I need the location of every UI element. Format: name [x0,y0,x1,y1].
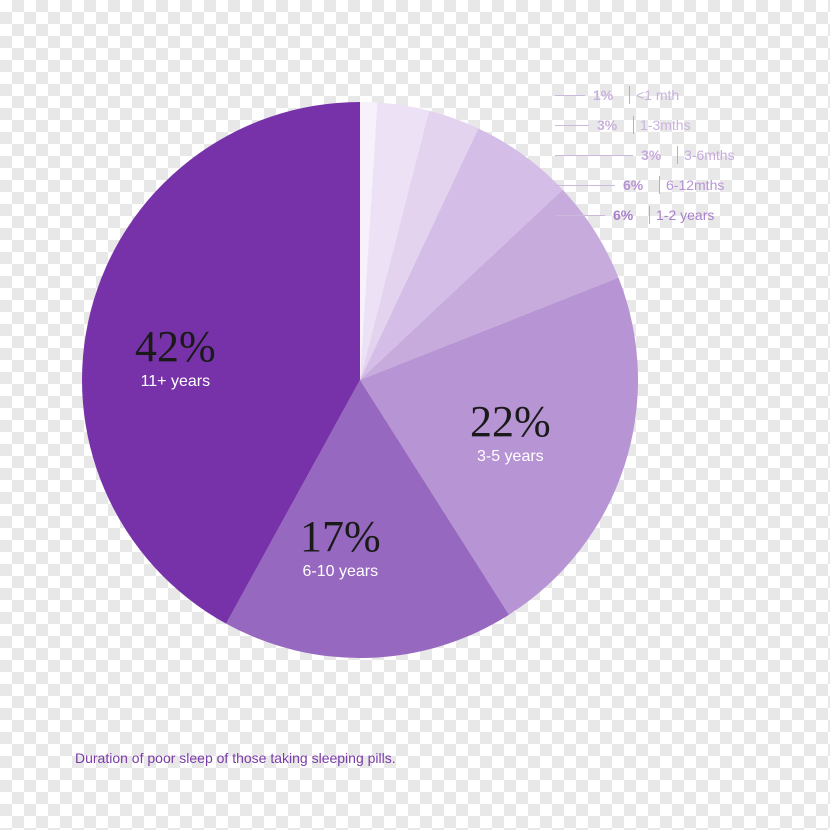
legend-divider [659,176,660,194]
legend-leader-line [555,95,585,96]
legend-divider [629,86,630,104]
legend-percentage: 6% [623,177,653,193]
legend-label: 3-6mths [684,147,735,163]
legend-percentage: 6% [613,207,643,223]
legend-divider [649,206,650,224]
legend-leader-line [555,155,633,156]
legend-row: 3% 1-3mths [555,110,735,140]
legend-divider [677,146,678,164]
legend-row: 3% 3-6mths [555,140,735,170]
legend-divider [633,116,634,134]
legend-row: 1% <1 mth [555,80,735,110]
legend-label: 1-2 years [656,207,714,223]
chart-caption: Duration of poor sleep of those taking s… [75,750,396,766]
legend-percentage: 1% [593,87,623,103]
legend-leader-line [555,185,615,186]
legend-leader-line [555,215,605,216]
legend: 1%<1 mth3%1-3mths3%3-6mths6%6-12mths6%1-… [555,80,735,230]
legend-percentage: 3% [597,117,627,133]
legend-percentage: 3% [641,147,671,163]
legend-label: 6-12mths [666,177,724,193]
legend-label: 1-3mths [640,117,691,133]
legend-row: 6% 1-2 years [555,200,735,230]
legend-row: 6% 6-12mths [555,170,735,200]
legend-label: <1 mth [636,87,679,103]
legend-leader-line [555,125,589,126]
